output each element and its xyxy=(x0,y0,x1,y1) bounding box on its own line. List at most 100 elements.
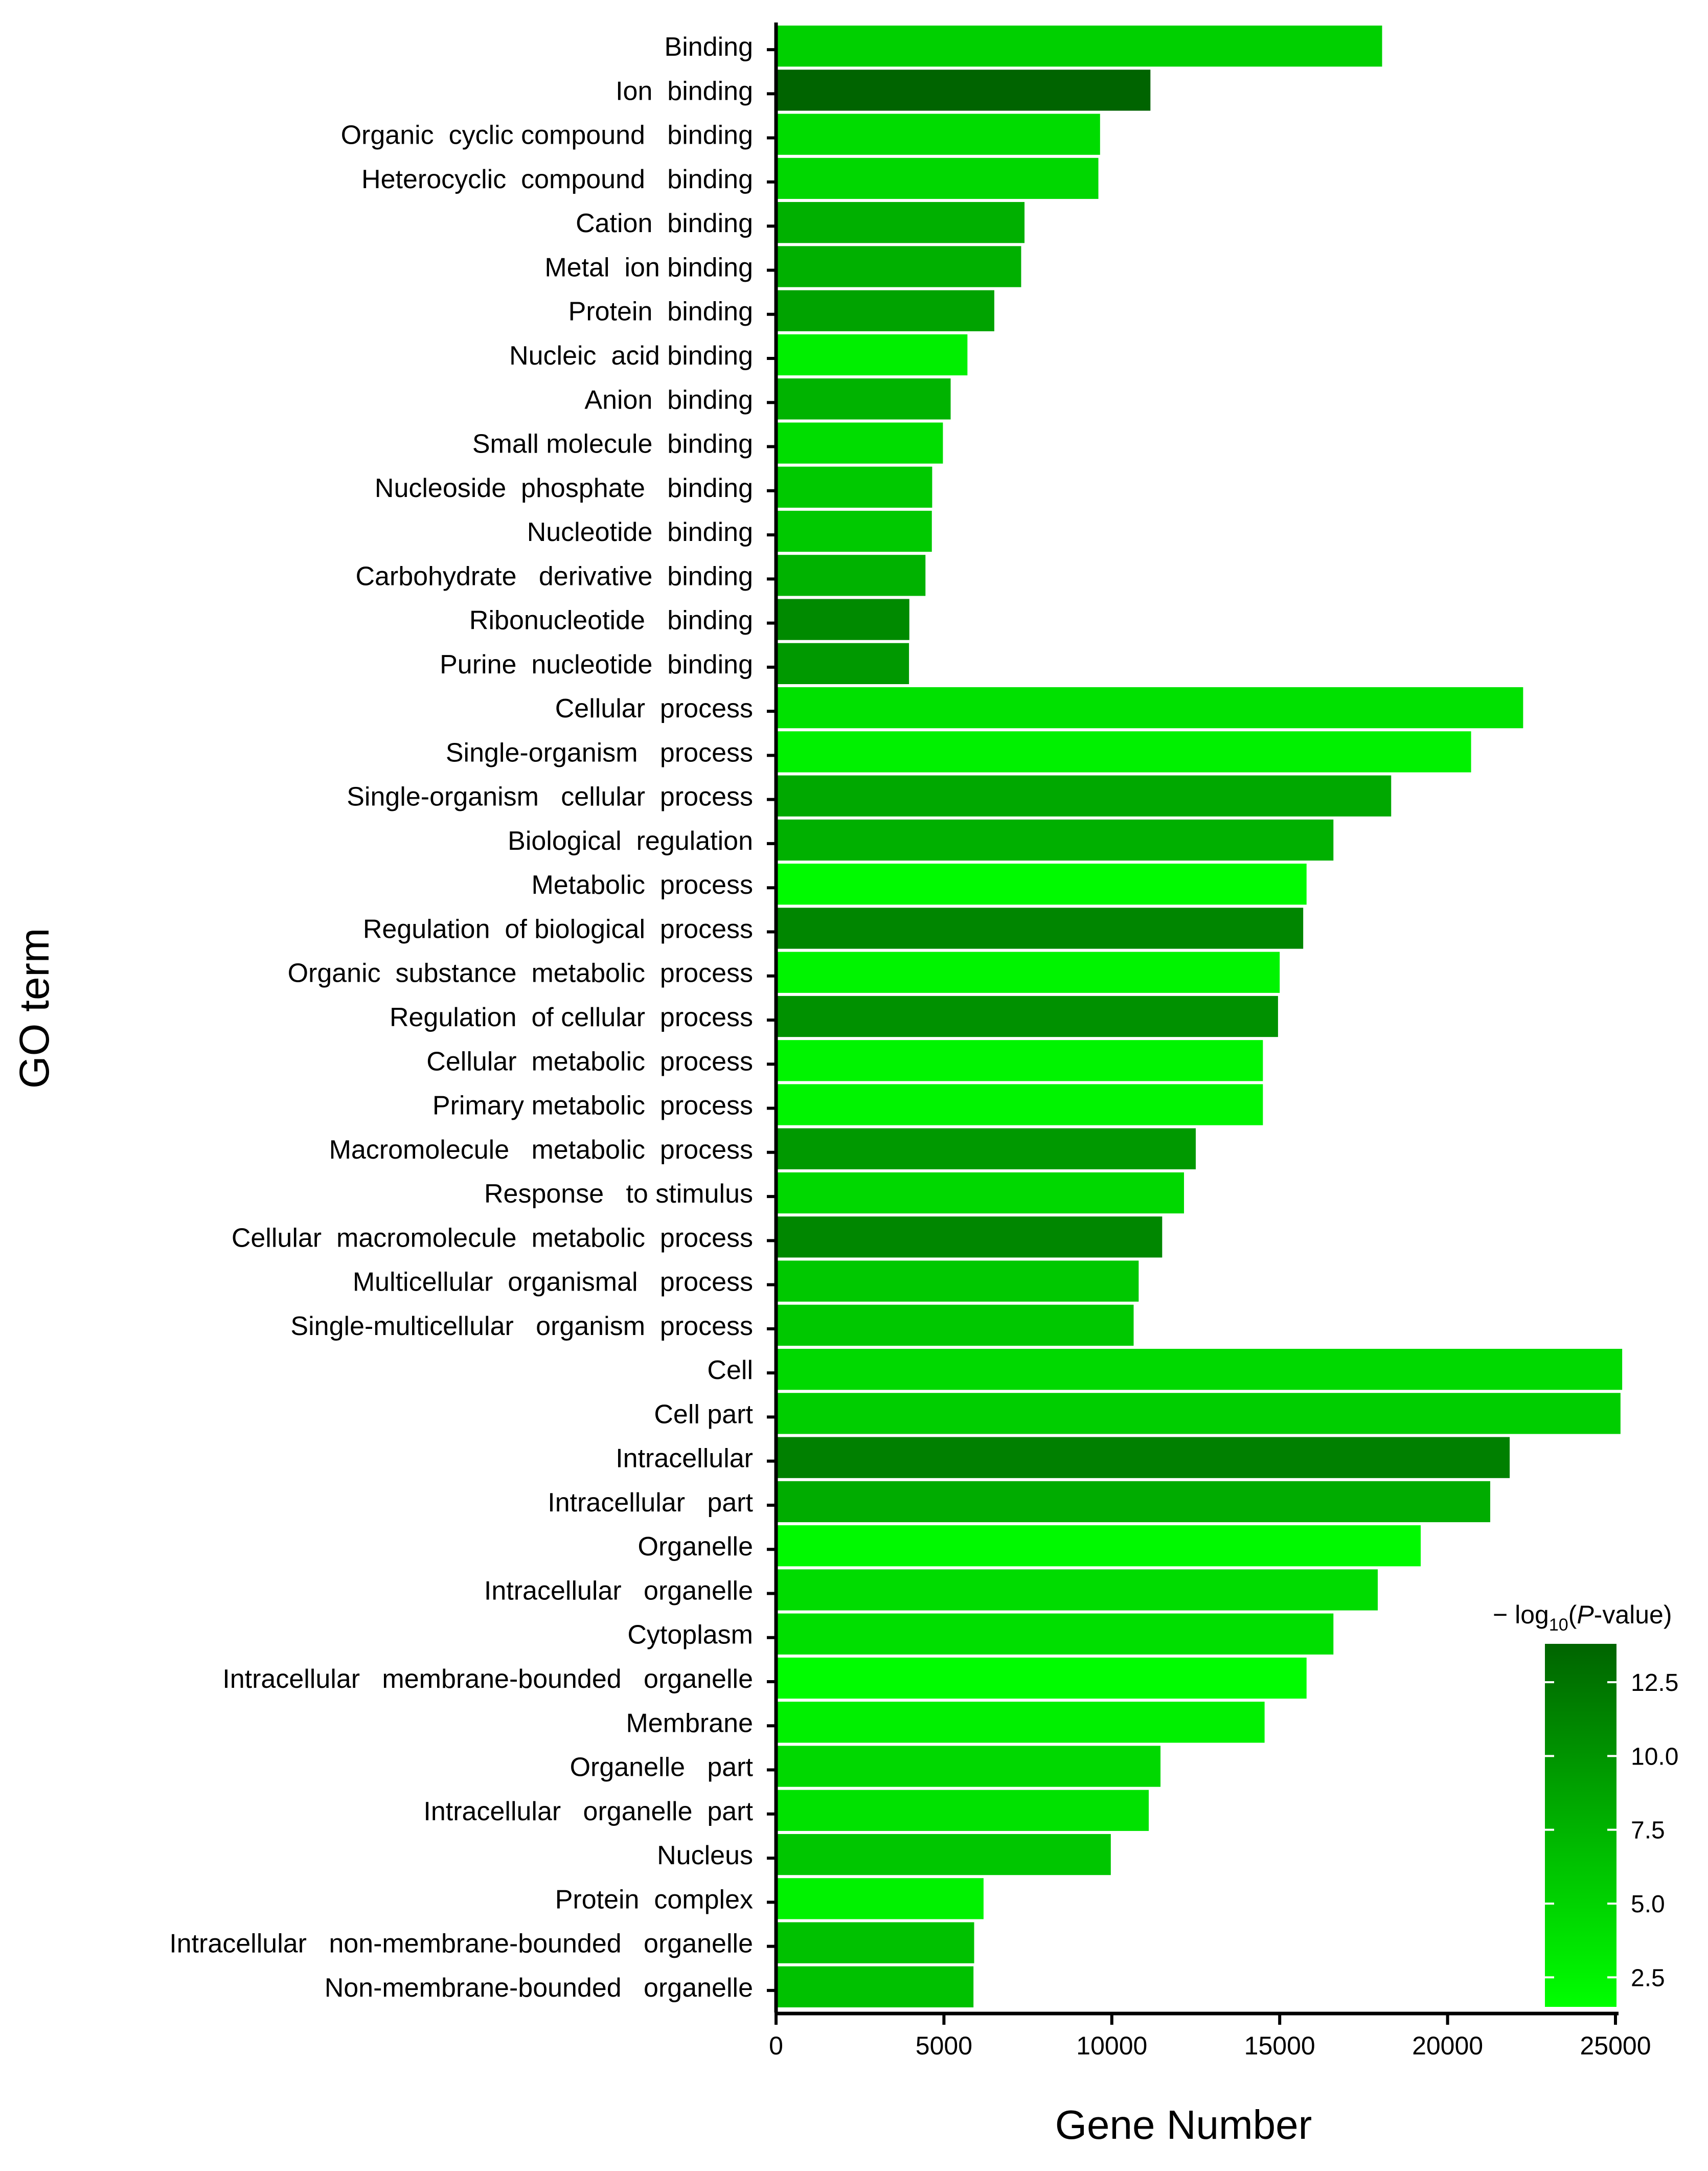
category-label: Organelle xyxy=(638,1532,753,1562)
category-label: Anion binding xyxy=(584,385,753,415)
bar xyxy=(776,510,932,552)
bar xyxy=(776,1393,1621,1434)
colorbar-legend: − log10(P-value) 2.5 5.0 7.5 10.0 12.5 xyxy=(1493,1600,1678,2007)
category-label: Metabolic process xyxy=(531,870,753,900)
bar xyxy=(776,687,1523,729)
category-label: Organic substance metabolic process xyxy=(288,959,753,988)
category-label: Response to stimulus xyxy=(484,1179,753,1209)
bar xyxy=(776,1349,1623,1390)
category-label: Protein complex xyxy=(555,1885,753,1914)
category-label: Metal ion binding xyxy=(544,253,753,282)
colorbar-tick-label: 5.0 xyxy=(1631,1891,1665,1918)
bar xyxy=(776,70,1151,111)
bar xyxy=(776,908,1304,949)
bar xyxy=(776,731,1471,773)
bar xyxy=(776,246,1021,287)
category-label: Intracellular organelle part xyxy=(423,1797,753,1826)
bar xyxy=(776,1613,1334,1655)
category-label: Cytoplasm xyxy=(627,1620,753,1650)
colorbar-tick-label: 7.5 xyxy=(1631,1817,1665,1844)
bars xyxy=(776,26,1623,2007)
category-label: Multicellular organismal process xyxy=(353,1268,753,1297)
bar xyxy=(776,643,909,684)
bar xyxy=(776,1304,1134,1346)
category-label: Organelle part xyxy=(570,1753,754,1782)
bar xyxy=(776,1966,974,2007)
y-axis xyxy=(767,22,778,2012)
bar xyxy=(776,1790,1149,1831)
category-label: Nucleic acid binding xyxy=(509,341,753,371)
category-label: Protein binding xyxy=(568,297,753,327)
bar xyxy=(776,1525,1421,1567)
x-axis-title: Gene Number xyxy=(1055,2102,1312,2147)
bar xyxy=(776,26,1382,67)
category-label: Cation binding xyxy=(576,209,753,238)
bar xyxy=(776,1746,1161,1787)
category-label: Biological regulation xyxy=(508,826,753,856)
category-label: Binding xyxy=(665,32,753,62)
category-label: Heterocyclic compound binding xyxy=(361,165,753,194)
category-label: Carbohydrate derivative binding xyxy=(355,561,753,591)
bar xyxy=(776,422,943,464)
bar xyxy=(776,334,968,376)
bar xyxy=(776,1878,984,1919)
bar xyxy=(776,1657,1307,1699)
category-label: Cell part xyxy=(654,1399,753,1429)
bar xyxy=(776,1834,1111,1875)
category-labels: Binding Ion binding Organic cyclic compoun… xyxy=(169,32,753,2003)
x-tick-label: 15000 xyxy=(1244,2031,1315,2060)
bar xyxy=(776,1084,1263,1125)
category-label: Intracellular membrane-bounded organelle xyxy=(222,1664,753,1694)
bar xyxy=(776,157,1099,199)
x-tick-label: 5000 xyxy=(916,2031,972,2060)
category-label: Ion binding xyxy=(616,76,753,106)
category-label: Cell xyxy=(707,1355,753,1385)
category-label: Intracellular xyxy=(616,1444,753,1474)
category-label: Single-organism process xyxy=(446,738,753,767)
category-label: Intracellular non-membrane-bounded organ… xyxy=(169,1929,753,1959)
x-axis: 0 5000 10000 15000 20000 25000 xyxy=(769,2011,1651,2060)
bar xyxy=(776,1172,1185,1214)
bar xyxy=(776,378,951,420)
colorbar-title: − log10(P-value) xyxy=(1493,1600,1672,1635)
y-axis-title: GO term xyxy=(11,928,58,1089)
category-label: Single-organism cellular process xyxy=(347,782,753,812)
category-label: Non-membrane-bounded organelle xyxy=(325,1973,753,2003)
category-label: Cellular process xyxy=(555,694,753,723)
bar xyxy=(776,202,1025,243)
bar xyxy=(776,1437,1510,1478)
category-label: Macromolecule metabolic process xyxy=(329,1135,753,1165)
category-label: Primary metabolic process xyxy=(432,1091,753,1121)
category-label: Small molecule binding xyxy=(472,429,753,459)
x-tick-label: 0 xyxy=(769,2031,783,2060)
x-tick-label: 10000 xyxy=(1076,2031,1147,2060)
bar xyxy=(776,1260,1139,1302)
bar xyxy=(776,1922,974,1963)
category-label: Single-multicellular organism process xyxy=(290,1311,753,1341)
x-tick-label: 20000 xyxy=(1412,2031,1483,2060)
category-label: Nucleoside phosphate binding xyxy=(375,473,753,503)
colorbar-tick-label: 10.0 xyxy=(1631,1743,1678,1770)
category-label: Membrane xyxy=(626,1708,753,1738)
bar xyxy=(776,819,1334,861)
category-label: Cellular metabolic process xyxy=(426,1047,753,1076)
bar xyxy=(776,1481,1491,1523)
bar xyxy=(776,996,1278,1037)
bar xyxy=(776,952,1280,993)
bar xyxy=(776,114,1100,155)
bar xyxy=(776,1040,1263,1081)
category-label: Nucleus xyxy=(657,1841,753,1870)
bar xyxy=(776,1702,1265,1743)
category-label: Organic cyclic compound binding xyxy=(341,121,753,150)
colorbar-gradient xyxy=(1545,1644,1616,2007)
colorbar-tick-label: 2.5 xyxy=(1631,1964,1665,1992)
bar xyxy=(776,555,926,596)
category-label: Intracellular part xyxy=(548,1488,753,1518)
colorbar-tick-label: 12.5 xyxy=(1631,1669,1678,1697)
bar xyxy=(776,290,994,331)
bar xyxy=(776,1128,1196,1169)
bar xyxy=(776,864,1307,905)
bar xyxy=(776,466,932,508)
category-label: Intracellular organelle xyxy=(484,1576,753,1605)
